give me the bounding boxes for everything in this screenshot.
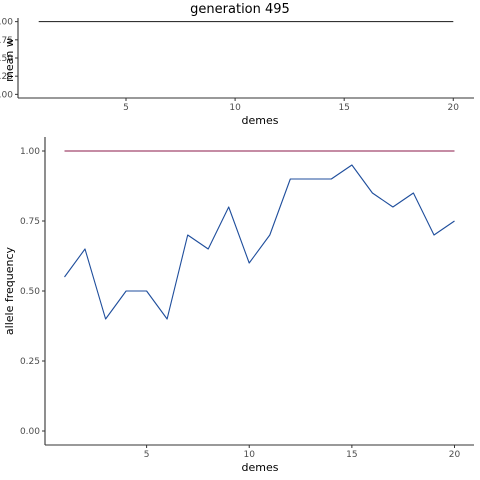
chart-title: generation 495 bbox=[190, 2, 290, 17]
panel-mean-w-y-tick-label: 0.25 bbox=[0, 72, 13, 82]
panel-allele-frequency-series bbox=[64, 150, 455, 320]
panel-allele-frequency-x-axis-title: demes bbox=[242, 461, 279, 474]
panel-mean-w-x-tick-label: 15 bbox=[338, 103, 349, 113]
panel-mean-w-x-tick-label: 5 bbox=[123, 103, 129, 113]
panel-mean-w: 0.00 0.25 0.50 0.75 1.00 5 10 15 20 demes mean … bbox=[0, 18, 474, 127]
panel-allele-frequency-x-tick-label: 20 bbox=[449, 450, 461, 460]
panel-mean-w-y-tick-label: 0.50 bbox=[0, 54, 13, 64]
panel-allele-frequency: 0.00 0.25 0.50 0.75 1.00 5 10 15 20 demes allel… bbox=[3, 137, 474, 474]
panel-mean-w-y-tick-label: 0.00 bbox=[0, 90, 13, 100]
panel-allele-frequency-y-tick-label: 0.00 bbox=[20, 427, 40, 437]
panel-mean-w-y-tick-label: 0.75 bbox=[0, 36, 13, 46]
panel-mean-w-y-axis-title: mean w bbox=[3, 38, 16, 82]
panel-allele-frequency-y-tick-label: 0.50 bbox=[20, 287, 40, 297]
panel-mean-w-x-ticks: 5 10 15 20 bbox=[123, 98, 459, 113]
panel-allele-frequency-y-tick-label: 0.25 bbox=[20, 357, 40, 367]
panel-allele-frequency-y-axis-title: allele frequency bbox=[3, 246, 16, 335]
panel-allele-frequency-x-tick-label: 10 bbox=[244, 450, 256, 460]
panel-allele-frequency-y-tick-label: 1.00 bbox=[20, 147, 40, 157]
panel-allele-frequency-x-ticks: 5 10 15 20 bbox=[144, 445, 461, 460]
panel-allele-frequency-series-line-2 bbox=[64, 164, 455, 320]
panel-mean-w-y-ticks: 0.00 0.25 0.50 0.75 1.00 bbox=[0, 18, 18, 100]
panel-allele-frequency-x-tick-label: 5 bbox=[144, 450, 150, 460]
panel-allele-frequency-y-ticks: 0.00 0.25 0.50 0.75 1.00 bbox=[20, 147, 45, 437]
panel-mean-w-x-tick-label: 20 bbox=[448, 103, 460, 113]
panel-mean-w-x-axis-title: demes bbox=[242, 114, 279, 127]
panel-mean-w-x-tick-label: 10 bbox=[229, 103, 241, 113]
panel-allele-frequency-y-tick-label: 0.75 bbox=[20, 217, 40, 227]
panel-mean-w-y-tick-label: 1.00 bbox=[0, 18, 13, 28]
panel-allele-frequency-x-tick-label: 15 bbox=[346, 450, 357, 460]
